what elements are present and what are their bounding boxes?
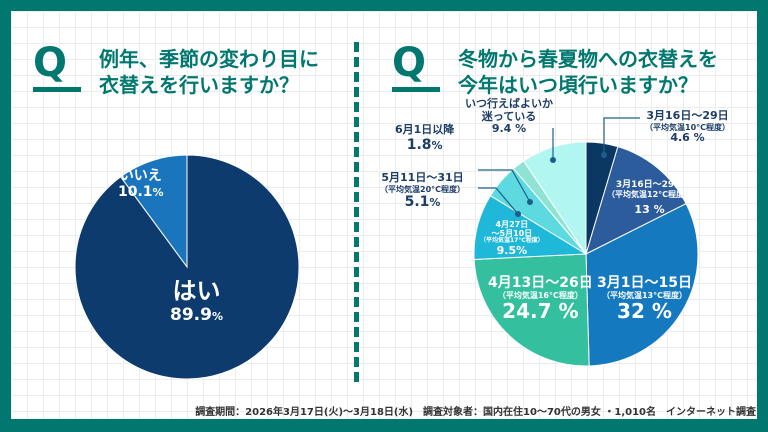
survey-note: 調査期間：2026年3月17日(火)〜3月18日(水) 調査対象者：国内在住10… [195, 407, 756, 418]
label-slice-8: いつ行えばよいか 迷っている 9.4 % [465, 97, 553, 136]
label-slice-2: 3月16日〜29日 （平均気温12°C程度） 13 % [607, 180, 693, 216]
label-yes: はい 89.9% [170, 277, 223, 325]
label-slice-4: 4月13日〜26日 （平均気温16°C程度） 24.7 % [488, 275, 593, 324]
pie-slice [585, 146, 687, 255]
leader-line [478, 187, 519, 215]
leader-dot [601, 152, 607, 158]
pie-slice [74, 154, 300, 380]
label-slice-6: 5月11日〜31日 （平均気温20°C程度） 5.1% [380, 171, 466, 210]
leader-dot [550, 157, 556, 163]
label-slice-1: 3月16日〜29日 （平均気温10°C程度） 4.6 % [645, 109, 731, 144]
pie-slice [473, 253, 590, 367]
question-right: 冬物から春夏物への衣替えを 今年はいつ頃行いますか？ [458, 47, 718, 97]
q-mark-right: Q [392, 40, 427, 86]
pie-slice [585, 202, 699, 367]
leader-dot [515, 211, 521, 217]
label-no: いいえ 10.1% [118, 168, 164, 201]
label-slice-5: 4月27日 〜5月10日 （平均気温17°C程度） 9.5% [480, 220, 544, 258]
leader-dot [527, 199, 533, 205]
q-underline [33, 87, 81, 92]
pie-slice [119, 154, 188, 269]
dashed-divider [354, 42, 359, 382]
leader-line [478, 169, 531, 203]
q-mark-left: Q [33, 40, 68, 86]
question-left: 例年、季節の変わり目に 衣替えを行いますか？ [99, 47, 319, 97]
q-underline [392, 87, 440, 92]
label-slice-7: 6月1日以降 1.8% [395, 123, 455, 153]
leader-line [603, 117, 640, 155]
label-slice-3: 3月1日〜15日 （平均気温13°C程度） 32 % [597, 275, 692, 324]
